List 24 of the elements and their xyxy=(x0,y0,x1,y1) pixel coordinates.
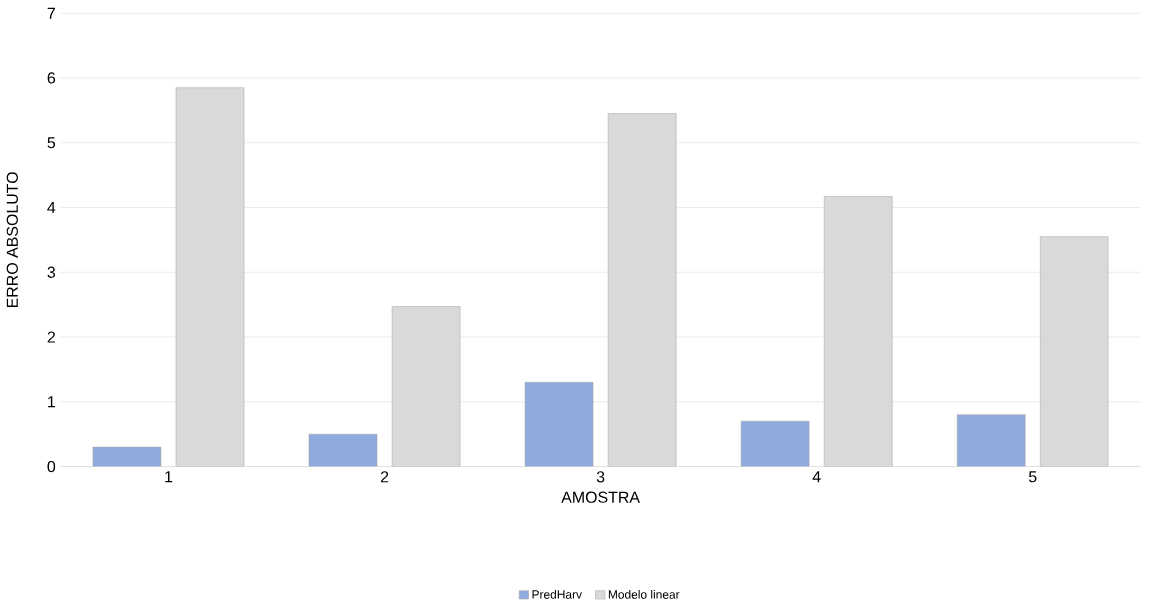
x-tick-label: 5 xyxy=(1028,471,1037,483)
y-tick-label: 5 xyxy=(47,137,56,149)
y-tick-label: 7 xyxy=(47,7,55,19)
y-tick-label: 2 xyxy=(47,331,55,343)
bar xyxy=(391,306,461,467)
legend-label: Modelo linear xyxy=(608,590,680,599)
x-tick-label: 1 xyxy=(165,471,173,483)
y-tick-label: 6 xyxy=(47,72,56,84)
y-tick-label: 0 xyxy=(47,460,56,473)
legend-label: PredHarv xyxy=(532,590,582,599)
y-tick-label: 4 xyxy=(47,202,56,214)
x-axis-title: AMOSTRA xyxy=(561,491,640,503)
x-tick-label: 3 xyxy=(596,471,605,483)
bar xyxy=(524,382,594,467)
y-tick-label: 1 xyxy=(48,396,55,408)
bar xyxy=(956,414,1026,467)
bar xyxy=(175,87,245,467)
x-tick-label: 2 xyxy=(380,471,389,483)
x-tick-label: 4 xyxy=(812,471,821,483)
bar xyxy=(740,420,810,467)
bar xyxy=(92,446,162,467)
bar xyxy=(308,433,378,467)
y-tick-label: 3 xyxy=(47,266,56,278)
y-axis-title: ERRO ABSOLUTO xyxy=(6,172,18,308)
